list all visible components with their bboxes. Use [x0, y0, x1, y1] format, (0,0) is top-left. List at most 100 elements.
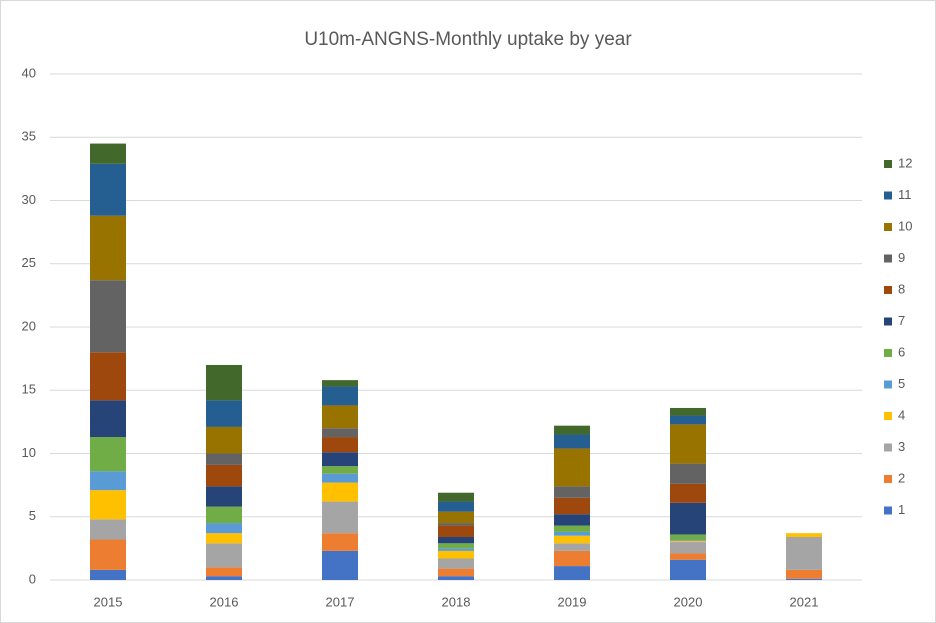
bar-segment: [554, 434, 590, 449]
bar-segment: [670, 502, 706, 535]
bar-segment: [554, 497, 590, 515]
bar-segment: [206, 576, 242, 580]
bar-segment: [554, 514, 590, 526]
bar-segment: [206, 486, 242, 507]
legend-label: 3: [898, 439, 905, 454]
legend-swatch: [884, 223, 892, 231]
bar-segment: [554, 535, 590, 544]
bar-segment: [554, 448, 590, 487]
y-tick-label: 0: [29, 571, 36, 586]
bar-segment: [322, 550, 358, 580]
legend-swatch: [884, 191, 892, 200]
bar-segment: [438, 492, 474, 502]
x-tick-label: 2019: [558, 594, 587, 609]
legend-swatch: [884, 506, 892, 515]
legend-label: 8: [898, 281, 905, 296]
bar-segment: [670, 553, 706, 560]
y-tick-label: 40: [22, 65, 36, 80]
bar-segment: [90, 437, 126, 472]
bar-segment: [670, 540, 706, 543]
y-tick-label: 5: [29, 508, 36, 523]
legend-label: 12: [898, 155, 912, 170]
bar-segment: [90, 490, 126, 520]
y-tick-label: 35: [22, 129, 36, 144]
legend-swatch: [884, 443, 892, 452]
bar-segment: [438, 558, 474, 569]
legend-swatch: [884, 160, 892, 168]
bar-segment: [322, 533, 358, 551]
legend-label: 4: [898, 407, 905, 422]
bar-segment: [206, 400, 242, 427]
bar-segment: [322, 380, 358, 387]
y-tick-label: 15: [22, 382, 36, 397]
bar-segment: [206, 567, 242, 577]
bar-segment: [438, 525, 474, 537]
bar-segment: [438, 536, 474, 544]
bar-segment: [90, 163, 126, 216]
legend-swatch: [884, 412, 892, 420]
x-tick-label: 2018: [442, 594, 471, 609]
legend-swatch: [884, 286, 892, 294]
bar-segment: [670, 534, 706, 540]
y-tick-label: 10: [22, 445, 36, 460]
bar-segment: [554, 566, 590, 580]
bar-segment: [670, 407, 706, 416]
legend-swatch: [884, 317, 892, 326]
bar-segment: [206, 464, 242, 487]
bar-segment: [206, 523, 242, 534]
bar-segment: [438, 568, 474, 577]
legend-label: 1: [898, 502, 905, 517]
bar-segment: [670, 463, 706, 484]
y-tick-label: 25: [22, 255, 36, 270]
bar-segment: [90, 143, 126, 164]
bar-segment: [90, 471, 126, 491]
bar-segment: [322, 473, 358, 483]
bar-segment: [438, 543, 474, 549]
bar-segment: [90, 352, 126, 401]
bar-segment: [206, 506, 242, 524]
x-tick-label: 2020: [674, 594, 703, 609]
bar-segment: [322, 428, 358, 438]
bar-segment: [90, 569, 126, 580]
bar-segment: [554, 550, 590, 567]
bar-segment: [438, 523, 474, 526]
bar-segment: [206, 453, 242, 465]
bar-segment: [554, 425, 590, 435]
bar-segment: [322, 452, 358, 467]
x-tick-label: 2015: [94, 594, 123, 609]
bar-segment: [554, 531, 590, 536]
bar-segment: [786, 536, 822, 570]
legend-label: 6: [898, 344, 905, 359]
x-tick-label: 2016: [210, 594, 239, 609]
legend-swatch: [884, 349, 892, 357]
bar-segment: [554, 486, 590, 498]
bar-segment: [90, 539, 126, 570]
bar-segment: [206, 533, 242, 544]
bar-segment: [90, 519, 126, 540]
bar-segment: [90, 400, 126, 438]
legend-label: 2: [898, 470, 905, 485]
bar-segment: [554, 525, 590, 532]
bar-segment: [206, 364, 242, 401]
bar-segment: [786, 569, 822, 579]
y-tick-label: 30: [22, 192, 36, 207]
bar-segment: [90, 215, 126, 281]
legend-swatch: [884, 380, 892, 389]
bar-segment: [438, 501, 474, 512]
bar-segment: [670, 424, 706, 464]
bar-segment: [322, 482, 358, 502]
legend-swatch: [884, 475, 892, 483]
bar-segment: [670, 483, 706, 503]
legend-label: 7: [898, 313, 905, 328]
bar-segment: [322, 405, 358, 429]
bar-segment: [322, 386, 358, 406]
bar-segment: [438, 550, 474, 559]
bar-segment: [670, 542, 706, 554]
bar-segment: [206, 426, 242, 454]
bar-segment: [670, 539, 706, 541]
bar-segment: [322, 466, 358, 474]
bar-segment: [322, 437, 358, 453]
bar-segment: [90, 280, 126, 353]
chart-title: U10m-ANGNS-Monthly uptake by year: [304, 29, 632, 50]
legend-label: 5: [898, 376, 905, 391]
